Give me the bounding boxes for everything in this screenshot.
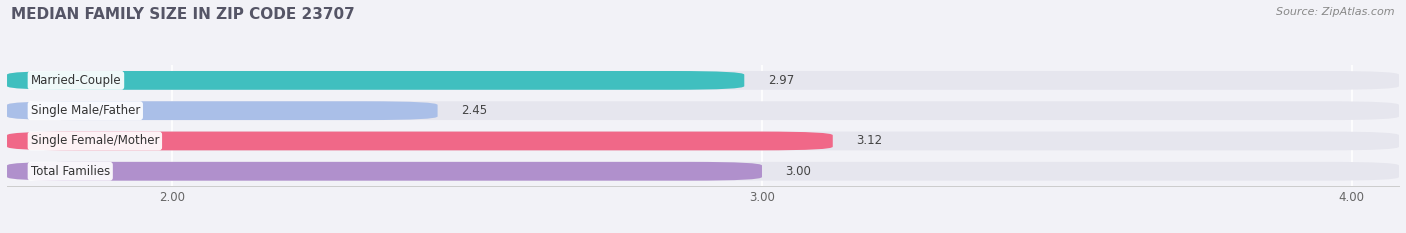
Text: Single Male/Father: Single Male/Father <box>31 104 141 117</box>
FancyBboxPatch shape <box>7 132 832 150</box>
Text: 3.00: 3.00 <box>786 165 811 178</box>
Text: Source: ZipAtlas.com: Source: ZipAtlas.com <box>1277 7 1395 17</box>
FancyBboxPatch shape <box>7 162 1399 181</box>
FancyBboxPatch shape <box>7 132 1399 150</box>
FancyBboxPatch shape <box>7 101 1399 120</box>
Text: MEDIAN FAMILY SIZE IN ZIP CODE 23707: MEDIAN FAMILY SIZE IN ZIP CODE 23707 <box>11 7 354 22</box>
Text: 2.97: 2.97 <box>768 74 794 87</box>
Text: Single Female/Mother: Single Female/Mother <box>31 134 159 147</box>
Text: Total Families: Total Families <box>31 165 110 178</box>
FancyBboxPatch shape <box>7 162 762 181</box>
Text: Married-Couple: Married-Couple <box>31 74 121 87</box>
FancyBboxPatch shape <box>7 71 1399 90</box>
Text: 2.45: 2.45 <box>461 104 488 117</box>
Text: 3.12: 3.12 <box>856 134 883 147</box>
FancyBboxPatch shape <box>7 71 744 90</box>
FancyBboxPatch shape <box>7 101 437 120</box>
